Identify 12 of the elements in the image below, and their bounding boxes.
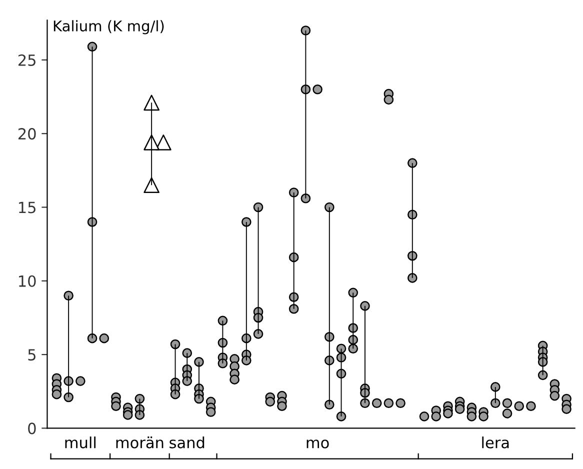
y-tick-label: 5 (28, 349, 36, 361)
y-tick-label: 20 (18, 128, 36, 140)
x-tick-label: sand (170, 436, 204, 448)
x-tick-label: lera (482, 436, 509, 448)
y-tick-label: 25 (18, 54, 36, 66)
x-tick-label: morän (116, 436, 164, 448)
y-tick-label: 15 (19, 202, 36, 214)
y-tick-label: 0 (28, 422, 36, 434)
x-tick-label: mo (306, 440, 329, 448)
y-tick-label: 10 (19, 275, 36, 287)
y-axis-title: Kalium (K mg/l) (54, 20, 164, 34)
x-tick-label: mull (65, 436, 96, 448)
